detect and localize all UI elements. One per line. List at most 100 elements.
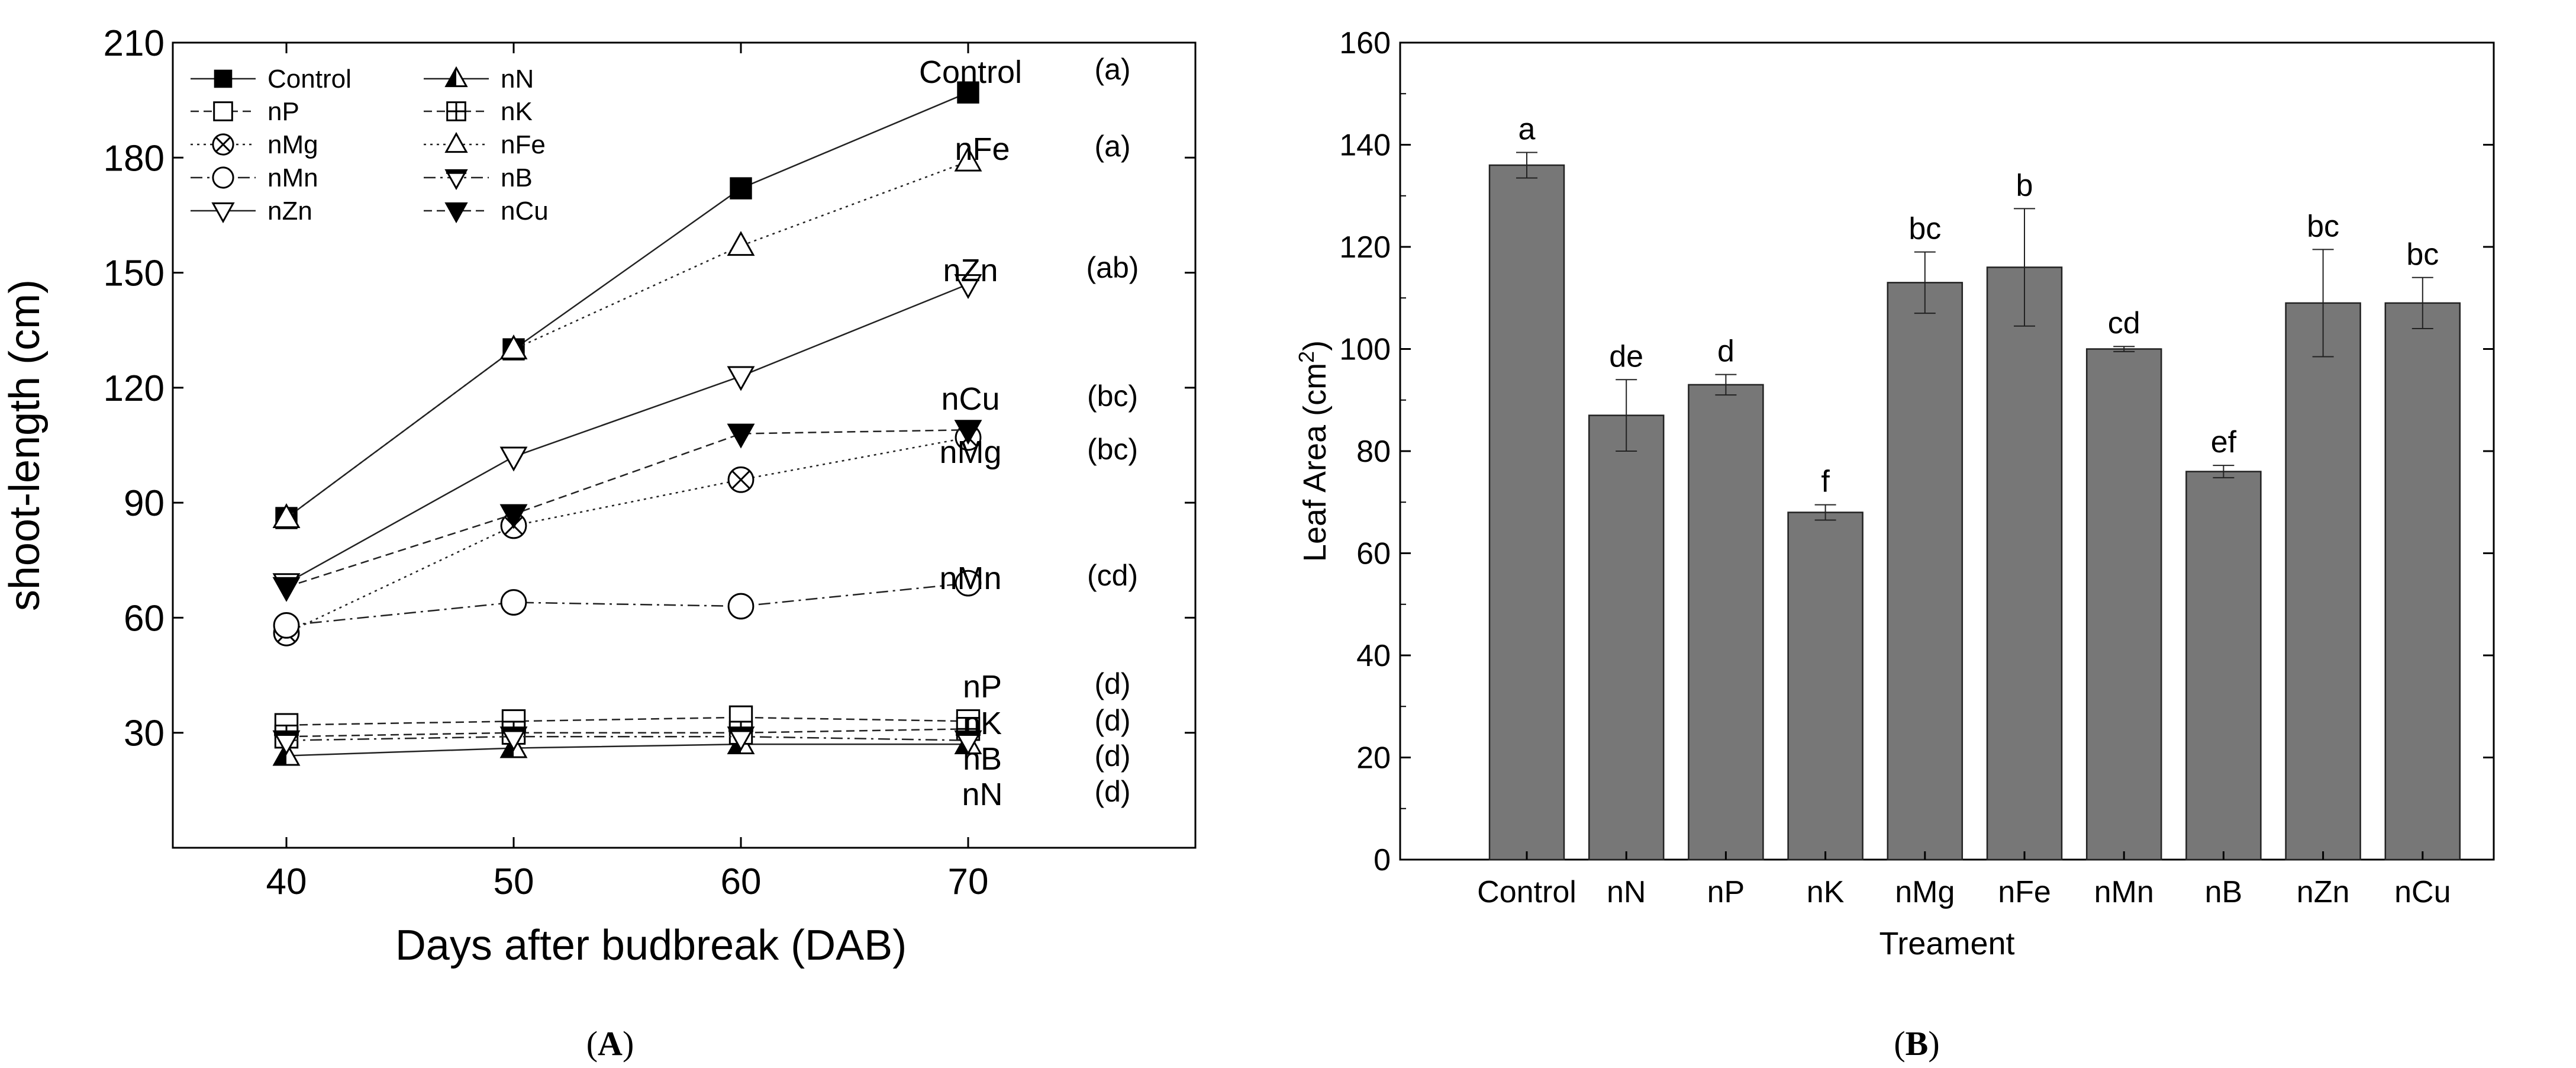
data-point-ncu — [954, 420, 982, 445]
legend-marker — [444, 131, 468, 153]
group-letter-ncu: (bc) — [1087, 379, 1138, 413]
end-label-nzn: nZn — [943, 253, 998, 288]
bar-group-nb: ef nB — [2185, 425, 2262, 909]
panel-b-y-ticks: 0 20 40 60 80 100 120 140 160 — [1339, 26, 2494, 877]
panel-a-y-tick-label: 120 — [104, 368, 165, 409]
caption-a-close: ) — [623, 1024, 634, 1063]
bar-nn — [1588, 414, 1665, 861]
panel-b-y-axis-label: Leaf Area (cm2) — [1294, 340, 1333, 562]
significance-letter: de — [1609, 339, 1643, 374]
legend-label: nFe — [501, 130, 546, 159]
panel-b-y-tick-label: 60 — [1356, 537, 1391, 571]
series-line-ncu — [286, 429, 969, 588]
panel-b-x-tick-label: nFe — [1998, 875, 2051, 909]
series-line-nzn — [286, 283, 969, 584]
data-point-nfe — [499, 334, 528, 359]
data-point-nfe — [272, 503, 301, 528]
significance-letter: b — [2016, 168, 2033, 202]
legend-item-nk: nK — [424, 97, 533, 126]
end-label-np: nP — [963, 669, 1002, 705]
end-label-nb: nB — [963, 741, 1002, 777]
panel-b-y-tick-label: 140 — [1339, 128, 1391, 163]
panel-b-x-tick-label: nN — [1607, 875, 1646, 909]
bar-group-ncu: bc nCu — [2384, 237, 2461, 909]
legend-item-np: nP — [191, 97, 299, 126]
data-point-nmn — [955, 570, 982, 597]
end-label-nmg: nMg — [939, 435, 1001, 470]
significance-letter: cd — [2108, 306, 2140, 340]
panel-b-y-tick-label: 100 — [1339, 333, 1391, 367]
end-label-ncu: nCu — [941, 381, 1000, 417]
panel-b-y-tick-label: 120 — [1339, 230, 1391, 265]
series-line-nmg — [286, 436, 969, 634]
data-point-nmn — [273, 612, 300, 639]
series-line-nn — [286, 743, 968, 757]
panel-b-y-tick-label: 160 — [1339, 26, 1391, 60]
series-line-nmn — [286, 582, 969, 626]
panel-a-y-tick-label: 60 — [124, 598, 165, 639]
legend-marker — [444, 66, 468, 88]
caption-b-close: ) — [1928, 1024, 1939, 1063]
legend-item-ncu: nCu — [424, 197, 549, 226]
data-point-nb — [727, 726, 755, 752]
significance-letter: bc — [1908, 212, 1941, 246]
panel-a-y-tick-label: 30 — [124, 713, 165, 754]
panel-b-y-axis-label-superscript: 2 — [1294, 351, 1318, 363]
bar-group-nfe: b nFe — [1986, 168, 2063, 909]
bar-nfe — [1986, 266, 2063, 861]
bar-nb — [2185, 471, 2262, 861]
caption-b: (B) — [1894, 1024, 1939, 1063]
bar-nk — [1787, 512, 1864, 861]
end-label-nk: nK — [963, 706, 1002, 741]
legend-label: nMn — [267, 163, 318, 192]
panel-b-y-axis-label-close: ) — [1297, 340, 1333, 351]
panel-a-y-axis-label: shoot-length (cm) — [1, 279, 49, 611]
legend-marker — [212, 133, 234, 156]
series-line-nk — [286, 728, 969, 738]
panel-a-x-tick-label: 60 — [721, 861, 762, 902]
series-ncu — [272, 420, 982, 602]
series-nzn — [272, 274, 982, 599]
panel-a-y-tick-label: 150 — [104, 253, 165, 294]
legend-marker — [444, 202, 468, 224]
panel-b-x-tick-label: nMg — [1895, 875, 1955, 909]
data-point-nb — [499, 726, 528, 752]
group-letter-nmn: (cd) — [1087, 559, 1138, 592]
group-letter-nzn: (ab) — [1087, 251, 1139, 284]
data-point-nzn — [499, 446, 528, 472]
legend-marker — [211, 202, 235, 224]
panel-b-x-tick-label: nCu — [2394, 875, 2451, 909]
panel-a-x-tick-label: 70 — [948, 861, 989, 902]
data-point-control — [957, 81, 979, 104]
series-line-np — [286, 716, 969, 726]
series-np — [274, 705, 981, 737]
data-point-nmn — [727, 593, 755, 620]
group-letter-nb: (d) — [1094, 739, 1130, 773]
caption-b-letter: B — [1906, 1024, 1929, 1063]
panel-a-legend: Control nP nMg nMn nZn nN nK nFe nB nCu — [191, 65, 549, 226]
end-label-control: Control — [919, 54, 1022, 90]
panel-b-bar-chart: 0 20 40 60 80 100 120 140 160 a Control de nN d nP f nK… — [1294, 26, 2495, 961]
panel-a-line-chart: 30 60 90 120 150 180 210 40 50 60 70 Control nP nMg… — [1, 23, 1197, 969]
panel-b-x-tick-label: Control — [1477, 875, 1576, 909]
series-nb — [272, 726, 982, 755]
caption-a-open: ( — [586, 1024, 598, 1063]
significance-letter: bc — [2406, 237, 2439, 272]
significance-letter: d — [1717, 334, 1734, 369]
data-point-nb — [954, 730, 982, 755]
panel-a-end-labels: Control (a) nP (d) nMg (bc) nMn (cd) nZn (ab) nN (d… — [919, 53, 1139, 812]
data-point-nb — [272, 730, 301, 755]
series-nmg — [273, 424, 982, 646]
legend-marker — [444, 169, 468, 191]
series-line-control — [286, 92, 969, 519]
legend-label: nCu — [501, 197, 549, 226]
legend-label: nZn — [267, 197, 312, 226]
series-control — [275, 81, 979, 529]
series-line-nb — [286, 735, 969, 741]
bar-group-nzn: bc nZn — [2285, 209, 2361, 909]
legend-item-nzn: nZn — [191, 197, 312, 226]
significance-letter: f — [1821, 465, 1830, 499]
legend-label: nK — [501, 97, 533, 126]
panel-a-y-tick-label: 210 — [104, 23, 165, 64]
